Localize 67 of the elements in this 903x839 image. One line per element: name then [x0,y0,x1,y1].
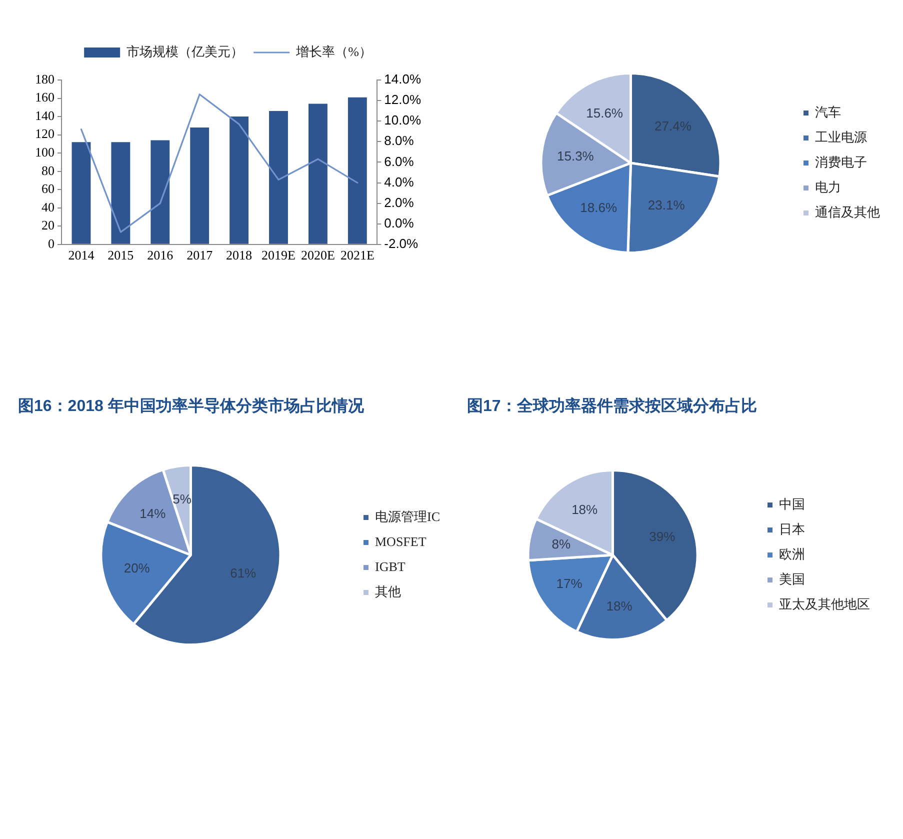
y-tick-label: 160 [35,90,54,105]
chart-title: 图16：2018 年中国功率半导体分类市场占比情况 [18,396,364,417]
x-tick-label: 2017 [186,248,214,263]
data-label: 15.6% [586,105,624,120]
y2-tick-label: 14.0% [384,72,422,87]
legend-label: 消费电子 [815,154,867,170]
x-tick-label: 2015 [108,248,134,263]
data-label: 39% [649,528,676,544]
legend-label: 电力 [815,179,841,194]
y2-tick-label: 4.0% [384,174,414,190]
x-tick-label: 2016 [147,248,174,263]
data-label: 61% [230,565,257,580]
data-label: 8% [552,536,571,552]
x-tick-label: 2021E [340,248,374,263]
data-label: 17% [556,576,583,592]
y2-tick-label: 2.0% [384,194,414,210]
y-tick-label: 60 [42,181,54,196]
legend-label: 市场规模（亿美元） [126,44,244,59]
data-label: 18% [606,598,633,614]
data-label: 18% [572,502,598,518]
bar [269,111,288,244]
data-label: 15.3% [557,148,594,164]
y2-tick-label: -2.0% [384,236,419,251]
bar [348,97,367,244]
data-label: 27.4% [654,118,692,134]
y2-tick-label: 12.0% [384,92,422,108]
legend-label: 亚太及其他地区 [779,596,870,612]
x-tick-label: 2019E [262,248,296,263]
y2-tick-label: 6.0% [384,154,414,169]
legend-label: 美国 [779,571,805,586]
y-tick-label: 80 [42,162,54,178]
y-tick-label: 20 [42,218,54,233]
y-tick-label: 0 [48,236,54,251]
legend-label: 电源管理IC [375,508,440,524]
bar [308,104,328,244]
y-tick-label: 140 [35,108,54,123]
x-tick-label: 2014 [68,248,95,263]
legend-label: 汽车 [815,104,841,120]
data-label: 5% [172,492,192,507]
legend-label: 通信及其他 [815,204,880,220]
data-label: 23.1% [648,197,686,212]
y-tick-label: 180 [35,71,54,86]
data-label: 14% [140,506,166,522]
y2-tick-label: 10.0% [384,112,422,128]
y-tick-label: 100 [35,144,54,160]
y-tick-label: 120 [35,126,54,142]
legend-label: MOSFET [375,534,426,549]
legend-label: 中国 [779,496,805,512]
bar [230,116,249,244]
data-label: 20% [124,560,150,576]
legend-label: IGBT [375,558,406,574]
chart-title: 图17：全球功率器件需求按区域分布占比 [467,396,757,417]
bar [111,142,130,244]
bar [190,127,210,244]
legend-label: 其他 [375,584,401,599]
data-label: 18.6% [580,200,618,216]
bar [150,140,170,244]
x-tick-label: 2018 [226,248,252,263]
legend-label: 工业电源 [815,129,867,144]
x-tick-label: 2020E [300,248,335,263]
legend-label: 日本 [779,521,805,536]
legend-label: 欧洲 [779,546,805,562]
y2-tick-label: 0.0% [384,215,414,230]
y2-tick-label: 8.0% [384,133,414,148]
legend-label: 增长率（%） [295,44,372,59]
bar [72,142,91,244]
y-tick-label: 40 [42,199,54,214]
